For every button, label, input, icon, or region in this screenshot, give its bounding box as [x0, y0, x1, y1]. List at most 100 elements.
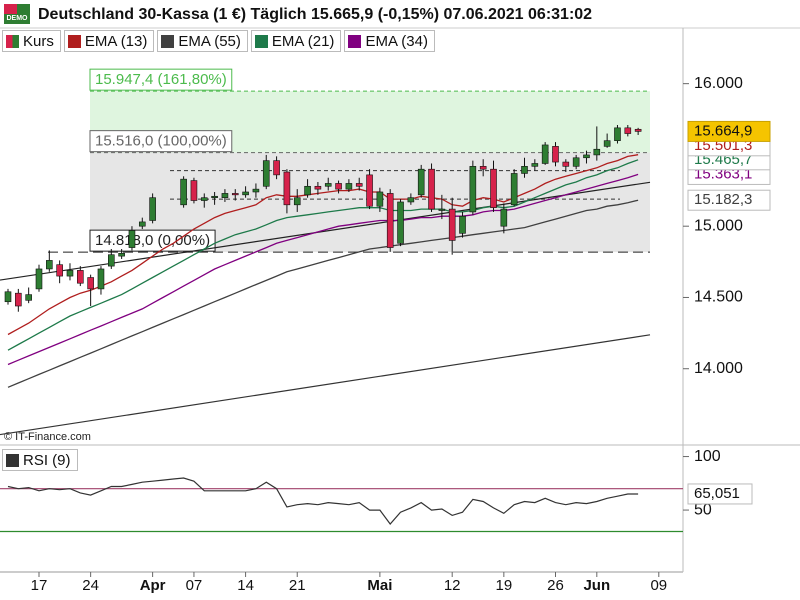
- candle-body: [252, 188, 260, 193]
- x-tick-label: 07: [186, 577, 203, 594]
- badge: DEMO: [7, 15, 29, 22]
- x-tick-label: 19: [495, 577, 512, 594]
- candle-body: [479, 166, 487, 170]
- legend-item: EMA (55): [157, 30, 248, 52]
- candle-body: [386, 193, 394, 248]
- candle-body: [293, 197, 301, 206]
- candle-body: [46, 260, 53, 270]
- legend-label: EMA (55): [178, 32, 241, 50]
- x-tick-label: 21: [289, 577, 306, 594]
- candle-body: [521, 166, 528, 174]
- y-tick-label: 15.000: [694, 217, 743, 234]
- readout-box: [687, 483, 753, 505]
- y-tick-label: 50: [694, 501, 712, 518]
- legend-swatch: [6, 34, 19, 48]
- candle-body: [531, 163, 539, 167]
- y-tick-label: 14.000: [694, 360, 743, 377]
- candle-body: [200, 197, 208, 201]
- candle-body: [552, 146, 559, 163]
- ema-line: [7, 154, 639, 336]
- candle-body: [376, 191, 384, 207]
- candle-body: [25, 294, 32, 301]
- candle-body: [490, 168, 497, 208]
- fib-label: 14.818,0 (0,00%): [95, 232, 210, 249]
- candle-body: [77, 270, 84, 284]
- candle-body: [541, 144, 549, 164]
- candle-body: [138, 221, 146, 227]
- candle-body: [211, 195, 218, 198]
- candle-body: [500, 208, 508, 227]
- fib-label-box: [89, 130, 233, 153]
- candle-body: [242, 191, 249, 196]
- candle-body: [624, 127, 632, 134]
- candle-body: [190, 180, 198, 201]
- chart-title: Deutschland 30-Kassa (1 €) Täglich 15.66…: [38, 6, 592, 23]
- candle-body: [4, 291, 12, 303]
- candle-body: [572, 157, 580, 167]
- legend-swatch: [254, 34, 268, 48]
- readout-label: 15.182,3: [694, 191, 752, 208]
- candle-body: [438, 208, 446, 211]
- fib-label: 15.516,0 (100,00%): [95, 133, 227, 150]
- candle-body: [35, 268, 43, 290]
- candle-body: [397, 201, 404, 244]
- candle-body: [562, 161, 570, 167]
- y-tick-label: 14.500: [694, 289, 743, 306]
- candle-body: [583, 154, 590, 159]
- candle-body: [510, 173, 518, 206]
- candle-body: [56, 264, 63, 277]
- rsi-legend: RSI (9): [2, 449, 78, 471]
- candle-body: [128, 230, 136, 248]
- candle-body: [221, 193, 229, 198]
- candle-body: [66, 270, 74, 277]
- legend-label: EMA (21): [271, 32, 335, 50]
- candle-body: [262, 160, 270, 187]
- legend-item: EMA (21): [250, 30, 342, 52]
- candle-body: [149, 197, 156, 221]
- x-tick-label: 12: [444, 577, 461, 594]
- y-tick-label: 100: [694, 448, 721, 465]
- candle-body: [324, 183, 332, 187]
- legend-label: EMA (13): [84, 32, 148, 50]
- x-tick-label: Mai: [367, 577, 392, 594]
- candle-body: [355, 183, 363, 187]
- rsi-line: [7, 477, 639, 525]
- candle-body: [603, 140, 611, 147]
- readout-box: [687, 189, 771, 211]
- candle-body: [335, 183, 342, 190]
- ema-line: [7, 159, 639, 351]
- candle-body: [459, 215, 466, 234]
- badge-box: [4, 4, 17, 14]
- legend-label: Kurs: [23, 32, 54, 50]
- fib-label: 15.947,4 (161,80%): [95, 71, 227, 88]
- ema-line: [7, 199, 639, 388]
- candle-body: [273, 160, 280, 176]
- credit: © IT-Finance.com: [4, 431, 91, 443]
- candle-body: [614, 127, 621, 141]
- readout-label: 15.664,9: [694, 122, 752, 139]
- legend-item: RSI (9): [2, 449, 78, 471]
- candle-body: [428, 168, 435, 210]
- candle-body: [118, 252, 125, 257]
- x-tick-label: 17: [31, 577, 48, 594]
- candle-body: [180, 178, 187, 206]
- readout-box: [687, 120, 771, 142]
- x-tick-label: 14: [237, 577, 254, 594]
- x-tick-label: 24: [82, 577, 99, 594]
- legend-swatch: [161, 34, 175, 48]
- candle-body: [283, 171, 291, 206]
- candle-body: [314, 185, 322, 190]
- legend-label: RSI (9): [23, 451, 71, 469]
- candle-body: [87, 277, 94, 290]
- legend-swatch: [6, 453, 19, 467]
- candle-body: [15, 292, 22, 307]
- trend-line: [0, 334, 651, 436]
- legend-item: Kurs: [2, 30, 61, 52]
- y-tick-label: 16.000: [694, 75, 743, 92]
- ema-line: [7, 173, 639, 366]
- x-tick-label: Jun: [583, 577, 610, 594]
- x-tick-label: 26: [547, 577, 564, 594]
- legend-label: EMA (34): [365, 32, 428, 50]
